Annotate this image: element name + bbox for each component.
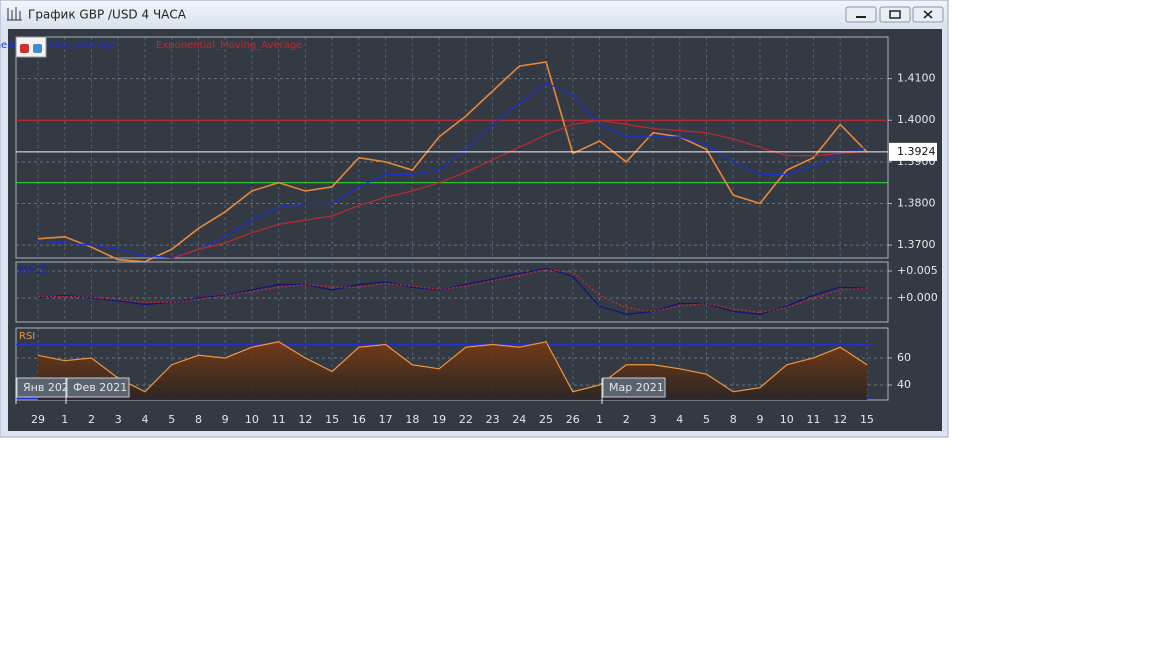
y-tick-label: 1.4100 — [897, 72, 936, 85]
plots: 29 1 2 3 4 5 8 9 10 11 12 15 16 17 18 19 22 23 24 25 26 1 2 3 4 5… — [0, 36, 938, 426]
x-tick-label: 9 — [756, 413, 763, 426]
x-tick-label: 18 — [405, 413, 419, 426]
x-tick-label: 1 — [596, 413, 603, 426]
legend-icon — [20, 44, 29, 53]
x-tick-label: 19 — [432, 413, 446, 426]
y-tick-label: +0.000 — [897, 291, 938, 304]
x-tick-label: 29 — [31, 413, 45, 426]
series-line — [37, 61, 868, 263]
window-title: График GBP /USD 4 ЧАСА — [28, 8, 187, 22]
x-tick-label: 15 — [325, 413, 339, 426]
x-tick-label: 8 — [195, 413, 202, 426]
month-label-box — [602, 377, 666, 398]
x-tick-label: 3 — [115, 413, 122, 426]
panel-frame — [15, 261, 889, 323]
series-line — [37, 82, 868, 259]
month-label: Янв 202 — [23, 381, 69, 394]
x-tick-label: 22 — [459, 413, 473, 426]
title-bar — [1, 1, 947, 28]
x-tick-label: 5 — [168, 413, 175, 426]
x-tick-label: 24 — [512, 413, 526, 426]
legend-entry: Exponential_Moving_Average — [156, 40, 302, 51]
x-tick-label: 17 — [379, 413, 393, 426]
last-price-box — [889, 142, 937, 161]
legend: Exponential_Moving_Average Exponential_Mo… — [0, 36, 302, 58]
x-tick-label: 25 — [539, 413, 553, 426]
panel-title: RSI — [19, 331, 35, 342]
y-tick-label: 60 — [897, 351, 911, 364]
x-tick-label: 16 — [352, 413, 366, 426]
x-tick-label: 15 — [860, 413, 874, 426]
month-label-box — [66, 377, 130, 398]
x-tick-label: 4 — [141, 413, 148, 426]
last-price-label: 1.3924 — [897, 145, 936, 158]
y-tick-label: 1.3700 — [897, 238, 936, 251]
legend-entry: Exponential_Moving_Average — [0, 40, 116, 51]
x-tick-label: 11 — [806, 413, 820, 426]
panel-frame — [15, 36, 889, 259]
month-label: Мар 2021 — [609, 381, 664, 394]
panel-title: MACD — [19, 265, 49, 276]
x-tick-label: 12 — [298, 413, 312, 426]
x-tick-label: 1 — [61, 413, 68, 426]
x-tick-label: 4 — [676, 413, 683, 426]
x-tick-label: 10 — [245, 413, 259, 426]
y-tick-label: 1.3800 — [897, 196, 936, 209]
x-tick-label: 2 — [88, 413, 95, 426]
x-tick-label: 2 — [623, 413, 630, 426]
x-tick-label: 5 — [703, 413, 710, 426]
series-line — [37, 269, 867, 314]
minimize-button[interactable] — [845, 6, 877, 23]
legend-icon — [33, 44, 42, 53]
chart-icon — [7, 7, 22, 21]
month-label: Фев 2021 — [73, 381, 127, 394]
y-tick-label: 1.4000 — [897, 113, 936, 126]
x-tick-label: 26 — [566, 413, 580, 426]
x-tick-label: 10 — [780, 413, 794, 426]
window-buttons[interactable] — [845, 6, 944, 23]
y-tick-label: +0.005 — [897, 264, 938, 277]
x-tick-label: 8 — [730, 413, 737, 426]
maximize-button[interactable] — [879, 6, 911, 23]
x-tick-label: 9 — [222, 413, 229, 426]
x-tick-label: 3 — [650, 413, 657, 426]
x-tick-label: 11 — [272, 413, 286, 426]
x-tick-label: 12 — [833, 413, 847, 426]
series-line — [171, 119, 867, 259]
y-tick-label: 40 — [897, 378, 911, 391]
x-tick-label: 23 — [486, 413, 500, 426]
series-line — [37, 341, 868, 393]
